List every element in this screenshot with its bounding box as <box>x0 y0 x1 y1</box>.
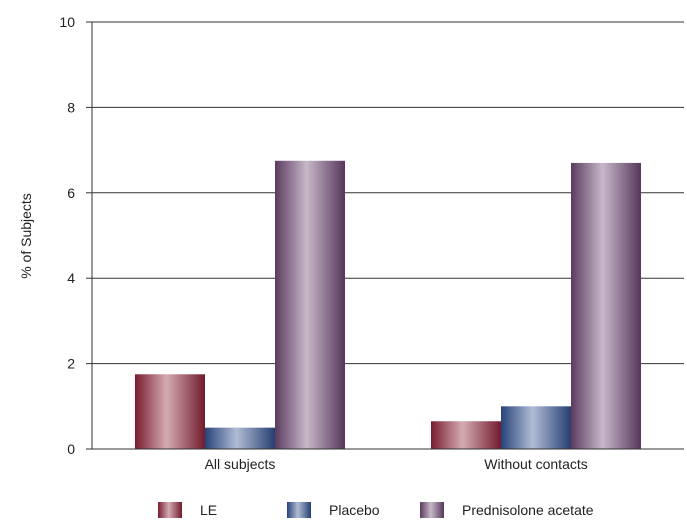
bar-placebo-1 <box>501 406 571 449</box>
y-tick-label: 6 <box>67 185 75 201</box>
legend-label-placebo: Placebo <box>329 502 380 518</box>
legend: LE Placebo Prednisolone acetate <box>0 502 687 524</box>
legend-swatch-le <box>158 502 182 518</box>
legend-swatch-prednisolone <box>420 502 444 518</box>
axes: 0 2 4 6 8 10 All subjects Without contacts <box>59 14 684 472</box>
y-tick-label: 8 <box>67 99 75 115</box>
legend-item-placebo: Placebo <box>287 502 380 518</box>
y-tick-label: 0 <box>67 441 75 457</box>
legend-swatch-placebo <box>287 502 311 518</box>
legend-item-le: LE <box>158 502 217 518</box>
y-tick-label: 2 <box>67 356 75 372</box>
y-tick-label: 4 <box>67 270 75 286</box>
legend-label-prednisolone: Prednisolone acetate <box>462 502 594 518</box>
y-axis-title: % of Subjects <box>18 193 34 279</box>
bar-prednisolone-acetate-0 <box>275 160 345 449</box>
bars <box>135 160 641 449</box>
legend-item-prednisolone: Prednisolone acetate <box>420 502 594 518</box>
y-tick-label: 10 <box>59 14 75 30</box>
x-category-label: All subjects <box>205 456 276 472</box>
bar-le-0 <box>135 374 205 449</box>
bar-le-1 <box>431 421 501 449</box>
bar-chart: % of Subjects 0 2 4 6 8 10 All subjects Without… <box>18 14 684 472</box>
legend-label-le: LE <box>200 502 218 518</box>
bar-placebo-0 <box>205 427 275 449</box>
bar-prednisolone-acetate-1 <box>571 162 641 449</box>
x-category-label: Without contacts <box>484 456 588 472</box>
